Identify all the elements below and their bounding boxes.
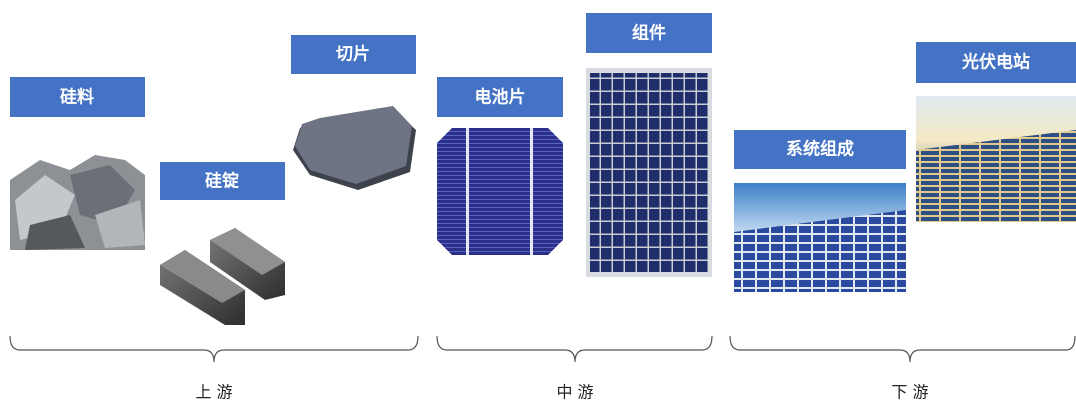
node-label: 硅锭 bbox=[160, 162, 285, 200]
node-text: 电池片 bbox=[475, 87, 526, 108]
stage-label: 中 游 bbox=[556, 383, 593, 402]
wafer-image bbox=[293, 106, 416, 190]
node-label: 系统组成 bbox=[734, 130, 906, 169]
node-label: 切片 bbox=[291, 35, 416, 74]
brace bbox=[436, 335, 713, 363]
stage-label: 下 游 bbox=[891, 383, 928, 402]
node-text: 切片 bbox=[336, 44, 370, 65]
brace bbox=[729, 335, 1076, 363]
node-text: 硅料 bbox=[60, 87, 94, 108]
node-text: 硅锭 bbox=[205, 171, 239, 192]
stage-label: 上 游 bbox=[195, 383, 232, 402]
node-label: 硅料 bbox=[10, 77, 145, 117]
node-text: 组件 bbox=[632, 23, 666, 44]
ingot-image bbox=[160, 228, 285, 325]
cell-image bbox=[437, 128, 563, 255]
system-image bbox=[734, 183, 906, 292]
silicon-image bbox=[10, 155, 145, 250]
node-text: 系统组成 bbox=[786, 139, 854, 160]
node-label: 组件 bbox=[586, 13, 712, 53]
module-image bbox=[586, 68, 712, 277]
node-label: 电池片 bbox=[437, 77, 563, 117]
brace bbox=[9, 335, 419, 363]
node-text: 光伏电站 bbox=[961, 52, 1030, 73]
station-image bbox=[916, 96, 1076, 222]
node-label: 光伏电站 bbox=[916, 42, 1076, 83]
